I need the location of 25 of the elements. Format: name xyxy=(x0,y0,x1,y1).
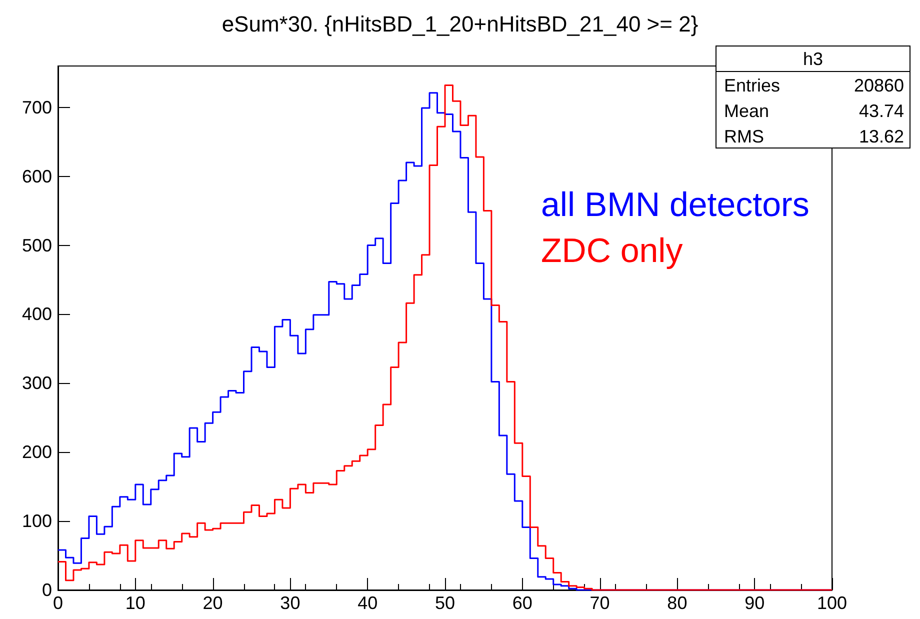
x-tick-label: 90 xyxy=(744,593,765,613)
x-tick-label: 50 xyxy=(434,593,456,613)
y-tick-label: 500 xyxy=(22,235,52,256)
chart-title: eSum*30. {nHitsBD_1_20+nHitsBD_21_40 >= 2} xyxy=(222,12,698,36)
x-tick-label: 70 xyxy=(590,593,610,613)
x-tick-label: 100 xyxy=(816,593,848,613)
x-tick-label: 30 xyxy=(280,593,300,613)
x-tick-label: 40 xyxy=(358,593,378,613)
y-tick-label: 600 xyxy=(22,166,52,186)
y-tick-label: 100 xyxy=(22,511,52,532)
x-tick-label: 60 xyxy=(512,593,532,613)
x-tick-label: 10 xyxy=(125,593,146,613)
y-tick-label: 400 xyxy=(22,304,52,324)
x-tick-label: 80 xyxy=(667,593,688,613)
series-label: ZDC only xyxy=(541,232,683,270)
x-tick-label: 20 xyxy=(202,593,223,613)
text: Mean 43.74 xyxy=(724,100,904,121)
text: Entries 20860 xyxy=(724,75,904,96)
y-tick-label: 200 xyxy=(22,442,52,462)
text: RMS 13.62 xyxy=(724,126,904,146)
y-tick-label: 0 xyxy=(42,580,52,600)
y-tick-label: 300 xyxy=(22,373,52,394)
annotation: h3 xyxy=(802,48,824,69)
series-label: all BMN detectors xyxy=(541,186,810,224)
y-tick-label: 700 xyxy=(22,97,52,118)
